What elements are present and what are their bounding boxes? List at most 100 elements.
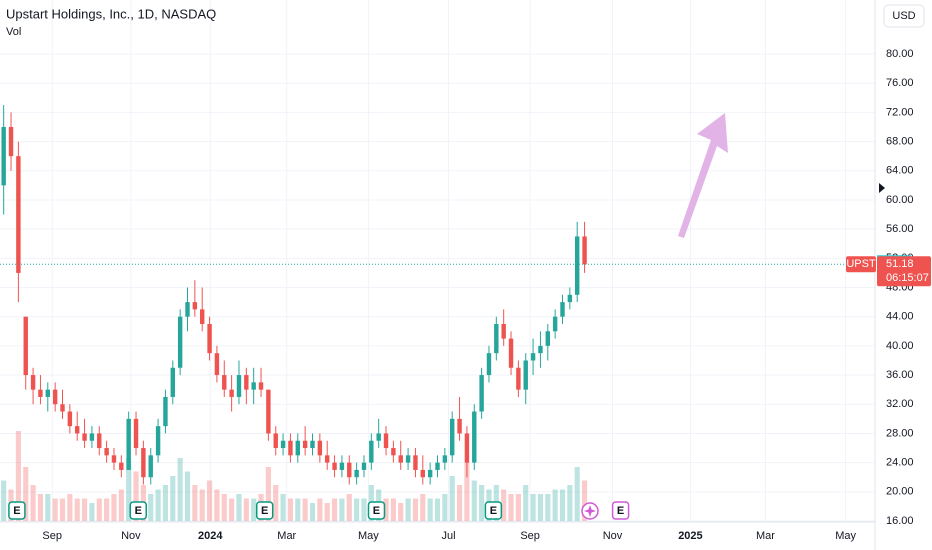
candle-body bbox=[155, 426, 161, 456]
volume-bar bbox=[155, 489, 161, 521]
candle-body bbox=[111, 455, 117, 463]
x-tick-label: 2025 bbox=[678, 530, 702, 542]
volume-bar bbox=[67, 494, 73, 521]
volume-bar bbox=[537, 494, 544, 521]
volume-bar bbox=[383, 498, 389, 521]
volume-bar bbox=[148, 494, 154, 521]
earnings-marker bbox=[367, 501, 386, 520]
candle-body bbox=[383, 433, 389, 449]
volume-bar bbox=[405, 498, 411, 521]
currency-button[interactable] bbox=[883, 4, 925, 28]
candle-body bbox=[67, 411, 73, 427]
candle-body bbox=[273, 433, 278, 449]
candle-body bbox=[508, 338, 514, 368]
candle-body bbox=[82, 433, 87, 441]
candle-body bbox=[494, 323, 499, 354]
candle-body bbox=[479, 375, 484, 412]
candle-body bbox=[567, 294, 573, 303]
volume-bar bbox=[133, 471, 139, 521]
volume-bar bbox=[449, 476, 455, 521]
y-tick-label: 72.00 bbox=[886, 106, 914, 118]
volume-bar bbox=[111, 494, 117, 521]
volume-bar bbox=[74, 498, 80, 521]
candle-body bbox=[258, 382, 264, 390]
volume-bar bbox=[427, 498, 433, 521]
x-tick-label: Nov bbox=[603, 530, 623, 542]
volume-bar bbox=[523, 485, 529, 521]
currency-label[interactable]: USD bbox=[892, 10, 915, 22]
volume-bar bbox=[295, 498, 301, 521]
volume-bar bbox=[221, 494, 227, 521]
candle-body bbox=[435, 462, 440, 470]
volume-bar bbox=[96, 498, 102, 521]
x-tick-label: Sep bbox=[42, 530, 62, 542]
candle-body bbox=[60, 404, 65, 412]
volume-bar bbox=[545, 494, 551, 521]
y-tick-label: 56.00 bbox=[886, 223, 914, 235]
candle-body bbox=[23, 316, 28, 376]
candle-body bbox=[530, 353, 536, 361]
volume-bar bbox=[184, 471, 191, 521]
candle-body bbox=[354, 469, 359, 478]
volume-bar bbox=[236, 494, 242, 521]
volume-bar bbox=[412, 498, 419, 521]
volume-bar bbox=[15, 431, 21, 521]
countdown-label: 06:15:07 bbox=[886, 272, 929, 284]
candle-body bbox=[398, 455, 403, 463]
candle-body bbox=[538, 345, 543, 354]
volume-bar bbox=[104, 498, 110, 521]
volume-bar bbox=[45, 494, 51, 521]
volume-bar bbox=[177, 458, 183, 521]
candle-body bbox=[229, 389, 234, 397]
volume-bar bbox=[324, 503, 330, 521]
volume-bar bbox=[287, 498, 294, 521]
volume-bar bbox=[118, 489, 124, 521]
candle-body bbox=[280, 440, 286, 449]
volume-label: Vol bbox=[6, 26, 21, 38]
volume-bar bbox=[567, 485, 573, 521]
candle-body bbox=[472, 411, 477, 463]
volume-bar bbox=[390, 498, 396, 521]
candle-body bbox=[302, 440, 308, 449]
volume-bar bbox=[420, 494, 426, 521]
y-tick-label: 44.00 bbox=[886, 311, 914, 323]
volume-bar bbox=[361, 498, 367, 521]
x-tick-label: Mar bbox=[277, 530, 296, 542]
volume-bar bbox=[530, 494, 536, 521]
volume-bar bbox=[192, 485, 198, 521]
earnings-label: E bbox=[373, 505, 380, 517]
earnings-label: E bbox=[13, 505, 20, 517]
candle-body bbox=[104, 448, 109, 456]
volume-bar bbox=[170, 476, 176, 521]
candle-body bbox=[582, 236, 587, 265]
candle-body bbox=[133, 418, 139, 449]
volume-bar bbox=[581, 480, 588, 521]
candle-body bbox=[244, 375, 249, 390]
volume-bar bbox=[273, 485, 279, 521]
earnings-marker bbox=[484, 501, 503, 520]
volume-bar bbox=[515, 494, 521, 521]
x-tick-label: Sep bbox=[520, 530, 540, 542]
candle-body bbox=[552, 316, 558, 332]
candle-body bbox=[38, 389, 43, 397]
candle-body bbox=[192, 302, 198, 310]
candle-body bbox=[148, 455, 153, 478]
x-tick-label: May bbox=[835, 530, 856, 542]
candle-body bbox=[177, 316, 183, 368]
y-tick-label: 20.00 bbox=[886, 486, 914, 498]
candle-body bbox=[376, 433, 381, 441]
candle-body bbox=[45, 389, 50, 397]
earnings-label: E bbox=[261, 505, 268, 517]
volume-bar bbox=[479, 485, 485, 521]
candle-body bbox=[560, 302, 565, 317]
candles bbox=[1, 105, 587, 485]
candle-body bbox=[545, 331, 550, 346]
candle-body bbox=[295, 440, 300, 456]
candle-body bbox=[523, 360, 528, 390]
grid bbox=[0, 0, 875, 522]
volume-bar bbox=[206, 480, 213, 521]
symbol-label: UPST bbox=[846, 258, 876, 270]
volume-bar bbox=[243, 498, 249, 521]
y-tick-label: 64.00 bbox=[886, 165, 914, 177]
volume-bar bbox=[81, 498, 88, 521]
